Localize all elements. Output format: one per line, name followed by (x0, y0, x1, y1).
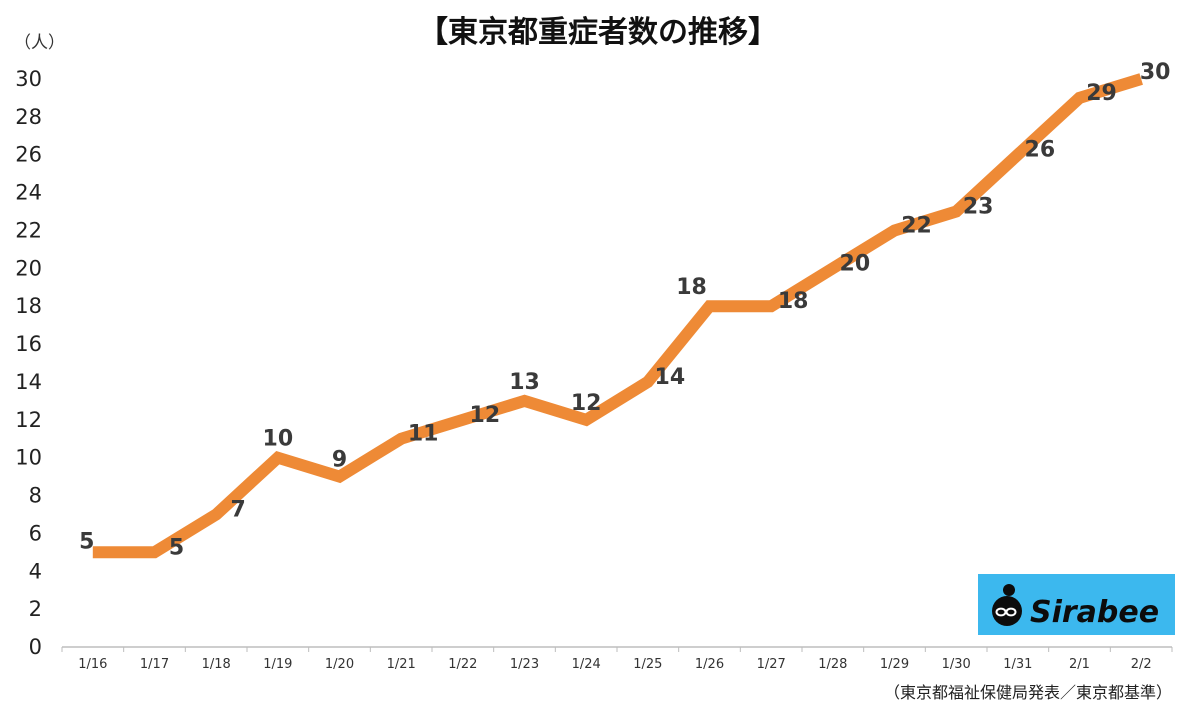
data-label: 29 (1086, 81, 1117, 106)
y-tick-label: 20 (15, 256, 42, 280)
y-tick-label: 26 (15, 143, 42, 167)
y-tick-label: 24 (15, 181, 42, 205)
x-tick-label: 2/1 (1069, 657, 1090, 672)
y-tick-label: 18 (15, 294, 42, 318)
y-tick-label: 22 (15, 218, 42, 242)
x-tick-label: 1/22 (448, 657, 477, 672)
y-tick-label: 30 (15, 67, 42, 91)
data-label: 30 (1140, 60, 1171, 85)
source-note: （東京都福祉保健局発表／東京都基準） (884, 683, 1172, 702)
data-label: 13 (509, 370, 540, 395)
x-tick-label: 1/23 (510, 657, 539, 672)
data-label: 23 (963, 195, 994, 220)
x-tick-label: 1/31 (1003, 657, 1032, 672)
y-tick-label: 8 (29, 484, 42, 508)
data-label: 10 (263, 427, 294, 452)
series-line-group (92, 73, 1143, 559)
y-tick-label: 4 (29, 559, 42, 583)
data-label: 12 (470, 403, 501, 428)
data-label: 18 (778, 289, 809, 314)
x-tick-label: 1/26 (695, 657, 724, 672)
y-unit-label: （人） (14, 33, 65, 53)
data-labels: 5 5 7 10 9 11 12 13 12 14 18 18 20 22 23 26 29 30 (79, 60, 1170, 560)
y-tick-label: 14 (15, 370, 42, 394)
data-label: 7 (231, 497, 246, 522)
chart-title: 【東京都重症者数の推移】 (418, 15, 778, 50)
logo-mark-icon (992, 584, 1022, 626)
data-label: 5 (169, 535, 184, 560)
data-label: 9 (332, 448, 347, 473)
data-label: 11 (408, 422, 439, 447)
data-label: 26 (1025, 138, 1056, 163)
y-tick-label: 16 (15, 332, 42, 356)
x-tick-label: 1/30 (942, 657, 971, 672)
x-tick-label: 1/16 (78, 657, 107, 672)
y-tick-label: 2 (29, 597, 42, 621)
x-tick-label: 1/25 (633, 657, 662, 672)
y-tick-label: 10 (15, 446, 42, 470)
x-tick-label: 1/18 (202, 657, 231, 672)
sirabee-logo: Sirabee (978, 574, 1175, 635)
y-tick-label: 6 (29, 521, 42, 545)
x-axis-ticks: 1/16 1/17 1/18 1/19 1/20 1/21 1/22 1/23 1/24 1/25… (61, 647, 1173, 672)
x-tick-label: 1/20 (325, 657, 354, 672)
series-line (92, 73, 1143, 559)
data-label: 14 (655, 365, 686, 390)
x-tick-label: 1/21 (387, 657, 416, 672)
x-tick-label: 1/29 (880, 657, 909, 672)
logo-text: Sirabee (1030, 595, 1159, 630)
y-tick-label: 12 (15, 408, 42, 432)
data-label: 22 (901, 213, 932, 238)
y-tick-label: 28 (15, 105, 42, 129)
x-tick-label: 1/19 (263, 657, 292, 672)
x-tick-label: 1/17 (140, 657, 169, 672)
data-label: 18 (676, 275, 707, 300)
data-label: 12 (571, 391, 602, 416)
x-tick-label: 1/24 (572, 657, 601, 672)
x-tick-label: 2/2 (1131, 657, 1152, 672)
x-tick-label: 1/28 (818, 657, 847, 672)
x-tick-label: 1/27 (757, 657, 786, 672)
data-label: 5 (79, 529, 94, 554)
y-tick-label: 0 (29, 635, 42, 659)
data-label: 20 (840, 251, 871, 276)
